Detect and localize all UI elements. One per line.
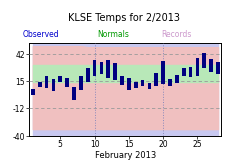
Bar	[147, 83, 151, 89]
Bar	[119, 76, 123, 85]
Bar	[113, 63, 117, 80]
Bar	[58, 76, 62, 82]
Bar	[126, 78, 130, 90]
Text: KLSE Temps for 2/2013: KLSE Temps for 2/2013	[68, 13, 180, 23]
Bar	[51, 79, 55, 91]
X-axis label: February 2013: February 2013	[94, 151, 155, 160]
Text: Normals: Normals	[97, 30, 128, 39]
Bar	[208, 59, 212, 72]
Bar	[188, 67, 192, 77]
Bar	[181, 68, 185, 76]
Text: Observed: Observed	[22, 30, 59, 39]
Bar	[72, 87, 76, 100]
Bar	[215, 62, 219, 74]
Bar	[65, 78, 69, 87]
Bar	[79, 76, 82, 90]
Bar	[174, 75, 178, 83]
Bar	[86, 68, 89, 82]
Bar	[38, 82, 41, 87]
Bar	[106, 60, 110, 78]
Bar	[133, 82, 137, 88]
Bar	[154, 73, 158, 86]
Text: Records: Records	[160, 30, 191, 39]
Bar	[195, 58, 198, 76]
Bar	[31, 89, 35, 95]
Bar	[92, 60, 96, 76]
Bar	[99, 62, 103, 74]
Bar	[167, 79, 171, 86]
Bar	[202, 53, 205, 68]
Bar	[140, 80, 144, 86]
Bar	[161, 61, 164, 84]
Bar	[45, 76, 48, 88]
